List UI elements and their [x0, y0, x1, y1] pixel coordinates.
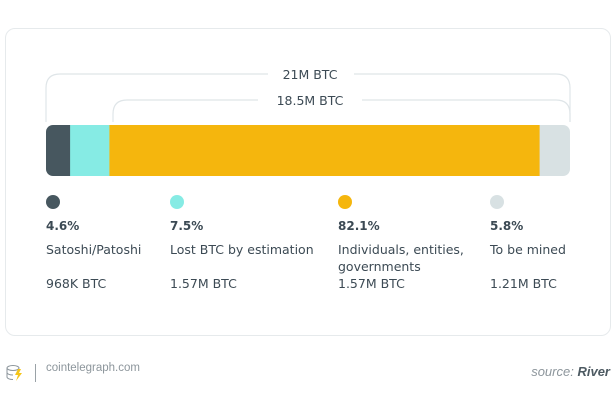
- circulating-label: 18.5M BTC: [277, 93, 344, 108]
- legend-dot-icon: [170, 195, 184, 209]
- legend-amount: 1.21M BTC: [490, 276, 557, 291]
- legend-dot-icon: [46, 195, 60, 209]
- total-label: 21M BTC: [283, 67, 338, 82]
- legend-item: 82.1% Individuals, entities, governments…: [338, 195, 498, 291]
- legend-percent: 4.6%: [46, 219, 80, 233]
- legend-amount: 968K BTC: [46, 276, 107, 291]
- bar-segment-3: [539, 125, 570, 176]
- bar-segment-1: [70, 125, 110, 176]
- total-bracket: [45, 73, 571, 122]
- legend-label: Lost BTC by estimation: [170, 242, 314, 257]
- legend-percent: 82.1%: [338, 219, 380, 233]
- legend-dot-icon: [490, 195, 504, 209]
- legend-item: 5.8% To be mined 1.21M BTC: [490, 195, 615, 291]
- legend-item: 7.5% Lost BTC by estimation 1.57M BTC: [170, 195, 330, 291]
- source-name: River: [577, 364, 610, 379]
- cointelegraph-logo-icon: [5, 363, 25, 387]
- bar-segment-2: [109, 125, 541, 176]
- legend-label: Satoshi/Patoshi: [46, 242, 142, 257]
- legend-label: Individuals, entities, governments: [338, 242, 464, 274]
- legend-dot-icon: [338, 195, 352, 209]
- legend-percent: 7.5%: [170, 219, 204, 233]
- legend-percent: 5.8%: [490, 219, 524, 233]
- legend-item: 4.6% Satoshi/Patoshi 968K BTC: [46, 195, 206, 291]
- source-prefix: source:: [531, 364, 574, 379]
- source-credit: source: River: [531, 364, 610, 379]
- footer-divider: [35, 364, 36, 382]
- bar-segment-0: [46, 125, 71, 176]
- site-name: cointelegraph.com: [46, 362, 140, 374]
- legend-label: To be mined: [490, 242, 566, 257]
- chart-card: [5, 28, 611, 336]
- legend-amount: 1.57M BTC: [338, 276, 405, 291]
- legend-amount: 1.57M BTC: [170, 276, 237, 291]
- circulating-bracket: [112, 99, 571, 122]
